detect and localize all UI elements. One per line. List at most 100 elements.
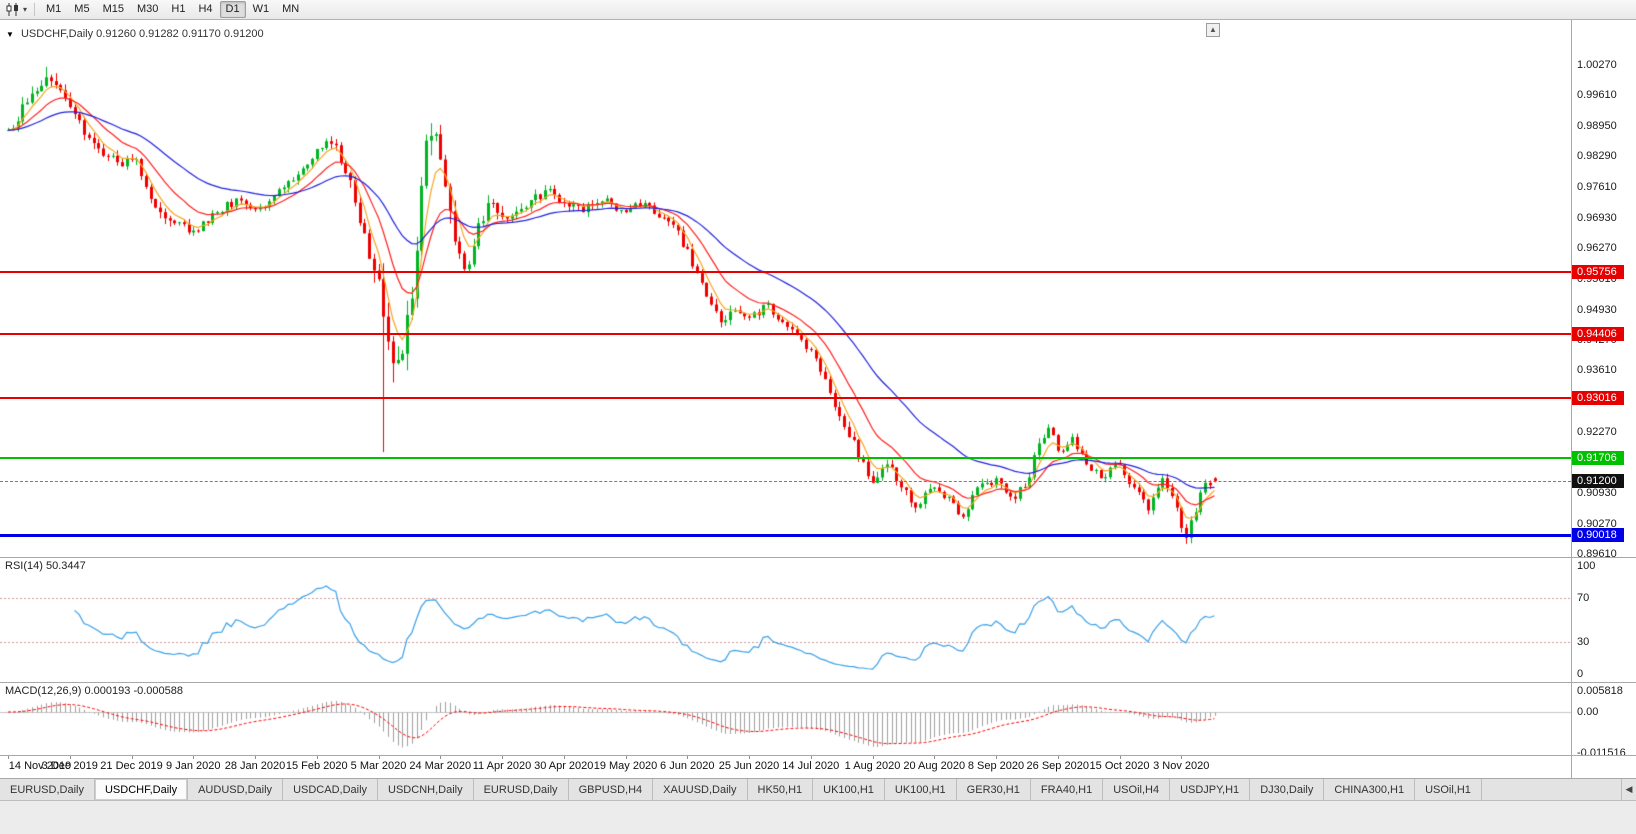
price-chart-pane[interactable]: ▼ USDCHF,Daily 0.91260 0.91282 0.91170 0… xyxy=(0,20,1571,557)
rsi-label: RSI(14) 50.3447 xyxy=(5,560,86,572)
chart-tab-china300-h1[interactable]: CHINA300,H1 xyxy=(1324,779,1416,800)
pane-separator[interactable] xyxy=(0,557,1636,558)
chart-tab-usoil-h4[interactable]: USOil,H4 xyxy=(1103,779,1171,800)
current-price-badge: 0.91200 xyxy=(1572,474,1624,488)
timeframe-button-m30[interactable]: M30 xyxy=(136,3,159,15)
time-axis[interactable]: 14 Nov 2019 3 Dec 2019 21 Dec 2019 9 Jan 20… xyxy=(0,755,1636,778)
macd-indicator-pane[interactable]: MACD(12,26,9) 0.000193 -0.000588 xyxy=(0,682,1571,755)
price-axis-label: 1.00270 xyxy=(1577,58,1617,71)
horizontal-line-0.90018[interactable] xyxy=(0,533,1571,537)
chart-tab-dj30-daily[interactable]: DJ30,Daily xyxy=(1250,779,1325,800)
chart-tab-usoil-h1[interactable]: USOil,H1 xyxy=(1415,779,1482,800)
macd-axis-label: 0.005818 xyxy=(1577,685,1623,698)
horizontal-line-0.91706[interactable] xyxy=(0,456,1571,459)
time-axis-tick xyxy=(70,755,71,759)
price-chart-canvas[interactable] xyxy=(0,20,1571,557)
ohlc-low: 0.91170 xyxy=(181,28,221,40)
time-axis-tick xyxy=(132,755,133,759)
timeframe-toolbar: ▾ M1 M5 M15 M30 H1 H4 D1 W1 MN xyxy=(0,0,1636,20)
time-axis-tick xyxy=(996,755,997,759)
price-axis-label: 0.99610 xyxy=(1577,89,1617,102)
chart-workspace: ▼ USDCHF,Daily 0.91260 0.91282 0.91170 0… xyxy=(0,20,1636,778)
price-badge-0.90018: 0.90018 xyxy=(1572,528,1624,543)
price-axis-label: 0.96930 xyxy=(1577,212,1617,225)
time-axis-label: 19 May 2020 xyxy=(593,760,658,772)
price-axis-label: 0.98290 xyxy=(1577,149,1617,162)
time-axis-tick xyxy=(8,755,9,759)
horizontal-line-0.95756[interactable] xyxy=(0,271,1571,274)
chart-tab-fra40-h1[interactable]: FRA40,H1 xyxy=(1031,779,1104,800)
time-axis-tick xyxy=(317,755,318,759)
time-axis-label: 8 Sep 2020 xyxy=(967,760,1025,772)
macd-label: MACD(12,26,9) 0.000193 -0.000588 xyxy=(5,685,183,697)
chart-tab-usdcad-daily[interactable]: USDCAD,Daily xyxy=(283,779,379,800)
toolbar-separator xyxy=(34,3,36,16)
chart-tab-uk100-h1[interactable]: UK100,H1 xyxy=(813,779,885,800)
shift-arrow-icon: ▲ xyxy=(1209,25,1217,34)
rsi-axis-label: 0 xyxy=(1577,668,1584,680)
chart-tab-eurusd-daily[interactable]: EURUSD,Daily xyxy=(474,779,569,800)
timeframe-button-mn[interactable]: MN xyxy=(282,3,300,15)
chart-tab-usdchf-daily[interactable]: USDCHF,Daily xyxy=(94,779,189,800)
price-axis-label: 0.90930 xyxy=(1577,487,1617,500)
time-axis-label: 24 Mar 2020 xyxy=(409,760,472,772)
time-axis-tick xyxy=(440,755,441,759)
time-axis-tick xyxy=(379,755,380,759)
horizontal-line-0.93016[interactable] xyxy=(0,396,1571,399)
price-badge-0.94406: 0.94406 xyxy=(1572,326,1624,341)
price-axis-label: 0.96270 xyxy=(1577,242,1617,255)
tab-scroll-left-button[interactable]: ◀ xyxy=(1621,779,1636,800)
symbol-name: USDCHF,Daily xyxy=(20,28,94,40)
chart-shift-marker[interactable]: ▲ xyxy=(1206,23,1220,37)
price-axis-label: 0.93610 xyxy=(1577,364,1617,377)
macd-axis-label: -0.011516 xyxy=(1577,747,1626,760)
price-axis-label: 0.98950 xyxy=(1577,119,1617,132)
chart-tab-usdjpy-h1[interactable]: USDJPY,H1 xyxy=(1170,779,1251,800)
time-axis-tick xyxy=(934,755,935,759)
pane-separator[interactable] xyxy=(0,682,1636,683)
chart-tab-usdcnh-daily[interactable]: USDCNH,Daily xyxy=(378,779,474,800)
timeframe-button-m1[interactable]: M1 xyxy=(46,3,62,15)
time-axis-label: 3 Nov 2020 xyxy=(1153,760,1210,772)
timeframe-button-m5[interactable]: M5 xyxy=(74,3,90,15)
time-axis-tick xyxy=(255,755,256,759)
timeframe-buttons-group: M1 M5 M15 M30 H1 H4 D1 W1 MN xyxy=(40,1,305,18)
timeframe-button-h1[interactable]: H1 xyxy=(171,3,186,15)
status-bar xyxy=(0,800,1636,834)
chart-type-dropdown-caret-icon[interactable]: ▾ xyxy=(23,5,28,14)
price-badge-0.93016: 0.93016 xyxy=(1572,390,1624,405)
price-axis[interactable]: 1.00270 0.99610 0.98950 0.98290 0.97610 0.969… xyxy=(1571,20,1636,778)
timeframe-button-w1[interactable]: W1 xyxy=(252,3,270,15)
rsi-canvas[interactable] xyxy=(0,557,1571,682)
chart-tab-audusd-daily[interactable]: AUDUSD,Daily xyxy=(188,779,284,800)
price-badge-0.95756: 0.95756 xyxy=(1572,265,1624,280)
time-axis-label: 1 Aug 2020 xyxy=(844,760,901,772)
timeframe-button-d1[interactable]: D1 xyxy=(219,1,246,18)
price-axis-label: 0.94930 xyxy=(1577,303,1617,316)
chart-tab-ger30-h1[interactable]: GER30,H1 xyxy=(957,779,1031,800)
time-axis-label: 15 Feb 2020 xyxy=(285,760,348,772)
ohlc-close: 0.91200 xyxy=(223,28,264,40)
pane-separator[interactable] xyxy=(0,755,1636,756)
chart-type-icon[interactable] xyxy=(4,2,22,17)
time-axis-tick xyxy=(1181,755,1182,759)
price-badge-0.91706: 0.91706 xyxy=(1572,450,1624,465)
rsi-indicator-pane[interactable]: RSI(14) 50.3447 xyxy=(0,557,1571,682)
chart-tab-uk100-h1[interactable]: UK100,H1 xyxy=(885,779,957,800)
timeframe-button-m15[interactable]: M15 xyxy=(102,3,124,15)
time-axis-tick xyxy=(193,755,194,759)
time-axis-label: 11 Apr 2020 xyxy=(472,760,532,772)
horizontal-line-0.94406[interactable] xyxy=(0,332,1571,335)
chart-tab-gbpusd-h4[interactable]: GBPUSD,H4 xyxy=(569,779,654,800)
time-axis-label: 15 Oct 2020 xyxy=(1089,760,1150,772)
chart-tab-bar: EURUSD,Daily USDCHF,Daily AUDUSD,Daily USDC… xyxy=(0,778,1636,800)
time-axis-label: 21 Dec 2019 xyxy=(100,760,163,772)
chart-tab-hk50-h1[interactable]: HK50,H1 xyxy=(748,779,814,800)
macd-axis-label: 0.00 xyxy=(1577,706,1599,718)
time-axis-label: 26 Sep 2020 xyxy=(1026,760,1089,772)
macd-canvas[interactable] xyxy=(0,682,1571,755)
collapse-triangle-icon[interactable]: ▼ xyxy=(6,30,14,39)
chart-tab-eurusd-daily[interactable]: EURUSD,Daily xyxy=(0,779,95,800)
chart-tab-xauusd-daily[interactable]: XAUUSD,Daily xyxy=(653,779,748,800)
timeframe-button-h4[interactable]: H4 xyxy=(198,3,213,15)
